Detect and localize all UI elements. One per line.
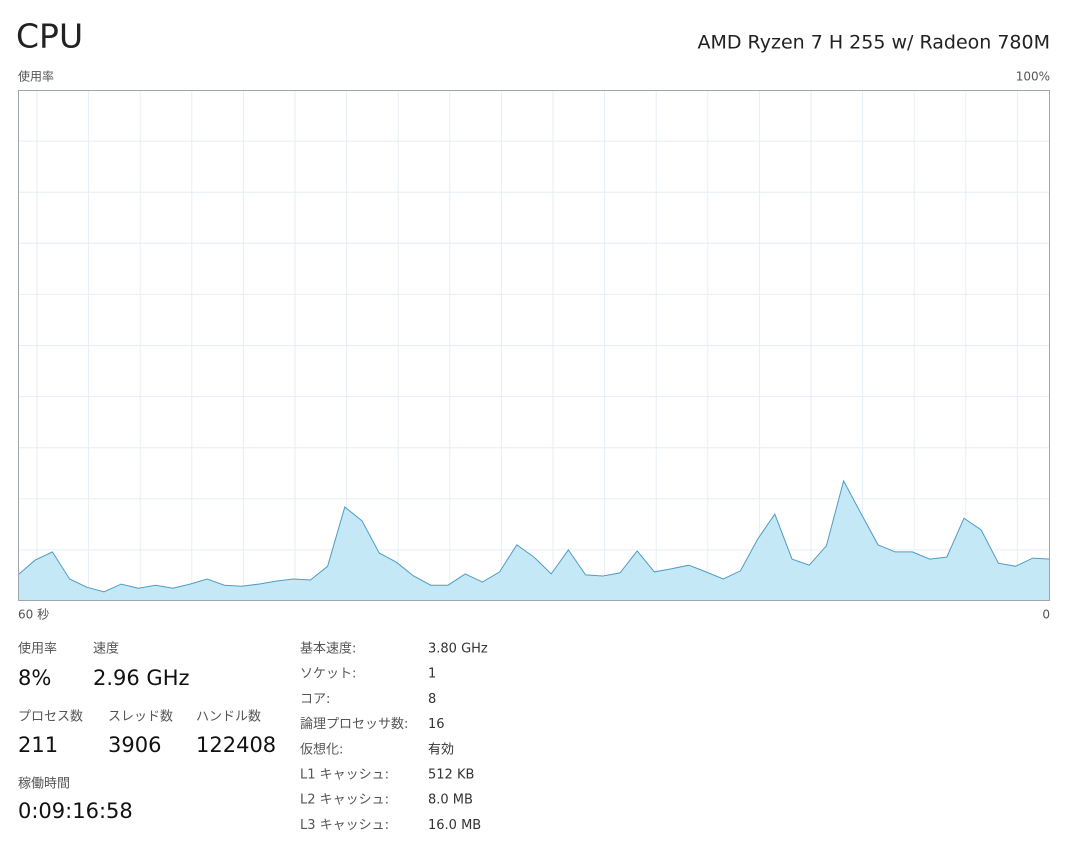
stat-label: スレッド数 xyxy=(108,710,173,725)
spec-label: 仮想化: xyxy=(300,741,343,757)
spec-value: 3.80 GHz xyxy=(428,642,488,657)
stat-value: 211 xyxy=(18,733,58,757)
spec-label: L2 キャッシュ: xyxy=(300,793,389,808)
stat-value: 3906 xyxy=(108,733,161,757)
processor-name: AMD Ryzen 7 H 255 w/ Radeon 780M xyxy=(698,32,1051,54)
stat-label: プロセス数 xyxy=(18,710,83,725)
stat-label: 稼働時間 xyxy=(18,777,70,792)
spec-value: 8 xyxy=(428,692,436,707)
spec-label: 基本速度: xyxy=(300,641,356,657)
spec-value: 512 KB xyxy=(428,768,474,783)
y-axis-label: 使用率 xyxy=(18,69,54,84)
spec-value: 1 xyxy=(428,667,436,682)
spec-label: コア: xyxy=(300,692,330,707)
title: CPU xyxy=(16,17,83,56)
stat-value: 8% xyxy=(18,666,51,690)
usage-area xyxy=(18,480,1050,601)
plot-frame xyxy=(18,90,1050,601)
stat-label: 使用率 xyxy=(18,641,57,657)
stat-value: 2.96 GHz xyxy=(93,666,190,690)
spec-label: L3 キャッシュ: xyxy=(300,818,389,833)
y-tick-label: 100% xyxy=(1016,70,1050,84)
stat-value: 0:09:16:58 xyxy=(18,799,133,823)
spec-value: 8.0 MB xyxy=(428,793,473,808)
stat-label: ハンドル数 xyxy=(196,710,261,725)
x-tick-label: 0 xyxy=(1042,608,1050,622)
spec-value: 16.0 MB xyxy=(428,818,481,833)
spec-label: ソケット: xyxy=(300,667,356,682)
stat-value: 122408 xyxy=(196,733,276,757)
spec-value: 有効 xyxy=(428,742,454,757)
stat-label: 速度 xyxy=(93,641,119,657)
spec-label: 論理プロセッサ数: xyxy=(300,716,408,732)
x-tick-label: 60 秒 xyxy=(18,608,49,622)
spec-label: L1 キャッシュ: xyxy=(300,768,389,783)
usage-line xyxy=(17,479,1051,593)
spec-value: 16 xyxy=(428,717,445,732)
